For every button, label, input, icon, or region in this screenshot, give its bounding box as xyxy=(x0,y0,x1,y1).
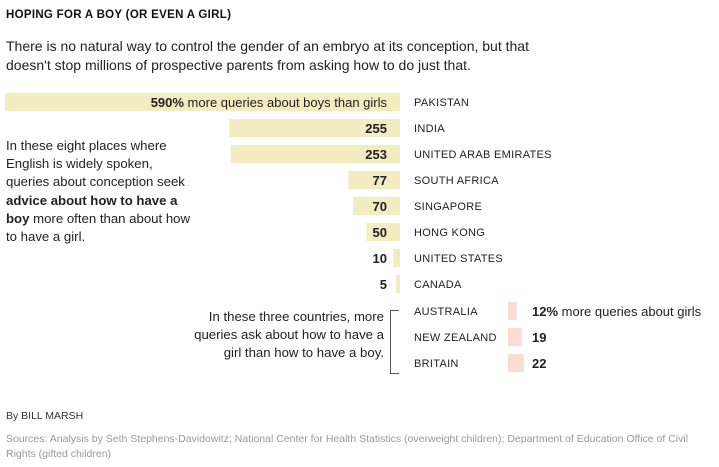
country-label-hong-kong: HONG KONG xyxy=(414,227,485,239)
value-label-singapore: 70 xyxy=(373,199,387,214)
girls-annotation: In these three countries, more queries a… xyxy=(194,309,384,361)
value-label-united-arab-emirates: 253 xyxy=(365,147,387,162)
country-label-new-zealand: NEW ZEALAND xyxy=(414,332,497,344)
country-label-united-arab-emirates: UNITED ARAB EMIRATES xyxy=(414,149,552,161)
boys-annotation-part1: In these eight places where English is w… xyxy=(6,138,185,190)
value-label-canada: 5 xyxy=(380,277,387,292)
value-label-britain: 22 xyxy=(532,356,546,371)
value-label-pakistan: 590% more queries about boys than girls xyxy=(151,95,388,110)
bar-canada xyxy=(396,275,400,293)
bar-britain xyxy=(508,354,524,372)
value-label-india: 255 xyxy=(365,121,387,136)
bar-united-states xyxy=(393,249,400,267)
bar-pakistan xyxy=(5,93,400,111)
bar-singapore xyxy=(353,197,400,215)
boys-annotation-bold: advice about how to have a boy xyxy=(6,192,178,226)
country-label-britain: BRITAIN xyxy=(414,358,459,370)
country-label-south-africa: SOUTH AFRICA xyxy=(414,175,499,187)
bar-united-arab-emirates xyxy=(230,145,400,163)
byline: By BILL MARSH xyxy=(6,410,84,422)
value-label-hong-kong: 50 xyxy=(373,225,387,240)
chart-subtitle: There is no natural way to control the g… xyxy=(6,38,529,73)
bar-india xyxy=(229,119,400,137)
value-label-new-zealand: 19 xyxy=(532,330,546,345)
value-label-united-states: 10 xyxy=(373,251,387,266)
country-label-india: INDIA xyxy=(414,123,445,135)
chart-title: HOPING FOR A BOY (OR EVEN A GIRL) xyxy=(6,9,232,21)
boys-annotation: In these eight places where English is w… xyxy=(6,137,191,246)
country-label-singapore: SINGAPORE xyxy=(414,201,482,213)
bar-australia xyxy=(508,302,517,320)
value-label-australia: 12% more queries about girls xyxy=(532,304,702,319)
boys-annotation-part2: more often than about how to have a girl… xyxy=(6,210,191,245)
sources-note: Sources: Analysis by Seth Stephens-David… xyxy=(6,433,689,460)
bar-new-zealand xyxy=(508,328,522,346)
value-label-south-africa: 77 xyxy=(373,173,387,188)
country-label-australia: AUSTRALIA xyxy=(414,306,478,318)
country-label-canada: CANADA xyxy=(414,279,462,291)
country-label-united-states: UNITED STATES xyxy=(414,253,503,265)
girls-bracket xyxy=(390,310,399,374)
bar-south-africa xyxy=(348,171,400,189)
bar-hong-kong xyxy=(366,223,400,241)
country-label-pakistan: PAKISTAN xyxy=(414,97,469,109)
